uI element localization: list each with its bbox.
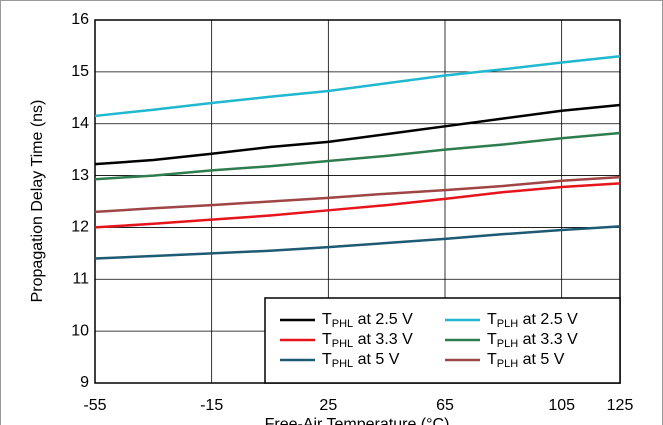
series-line <box>94 103 621 166</box>
y-tick-label: 12 <box>71 219 89 236</box>
x-tick-label: 65 <box>436 397 454 414</box>
legend-label: TPHL at 5 V <box>322 351 400 370</box>
legend-label: TPHL at 2.5 V <box>322 311 413 330</box>
x-tick-label: 125 <box>607 397 634 414</box>
legend-box <box>264 297 621 384</box>
legend-label: TPLH at 3.3 V <box>487 331 578 350</box>
series-line <box>94 182 621 229</box>
series-line <box>94 225 621 260</box>
series-line <box>94 175 621 214</box>
y-tick-label: 9 <box>80 374 89 391</box>
y-tick-label: 14 <box>71 115 89 132</box>
legend-label: TPHL at 3.3 V <box>322 331 413 350</box>
x-axis-label: Free-Air Temperature (°C) <box>265 416 450 425</box>
x-tick-label: -55 <box>83 397 106 414</box>
x-tick-label: 105 <box>548 397 575 414</box>
legend-label: TPLH at 2.5 V <box>487 311 578 330</box>
y-axis-label: Propagation Delay Time (ns) <box>29 100 46 303</box>
y-tick-label: 13 <box>71 167 89 184</box>
y-tick-label: 10 <box>71 322 89 339</box>
series-line <box>94 131 621 181</box>
y-tick-label: 11 <box>72 271 89 288</box>
legend-label: TPLH at 5 V <box>487 351 565 370</box>
x-tick-label: 25 <box>319 397 337 414</box>
y-tick-label: 16 <box>71 11 89 28</box>
x-tick-label: -15 <box>200 397 223 414</box>
series-line <box>94 55 621 118</box>
y-tick-label: 15 <box>71 63 89 80</box>
